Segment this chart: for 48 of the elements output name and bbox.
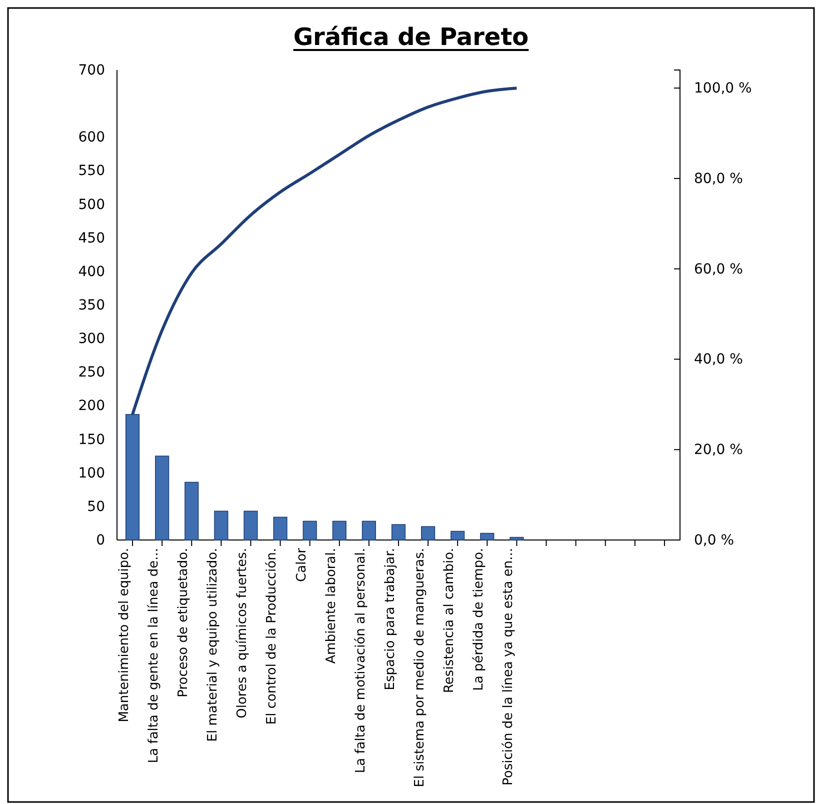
x-tick-label: Olores a químicos fuertes.	[235, 548, 250, 718]
x-tick-label: Espacio para trabajar.	[382, 548, 398, 690]
bar	[362, 520, 376, 540]
bar	[421, 526, 436, 540]
y-tick-label: 500	[78, 196, 105, 213]
x-tick-label: Mantenimiento del equipo.	[116, 548, 132, 722]
bar	[332, 520, 346, 540]
y2-tick-label: 20,0 %	[694, 442, 743, 458]
x-tick-label: Posición de la línea ya que esta en...	[501, 548, 516, 786]
y-tick-label: 100	[78, 465, 105, 482]
x-tick-label: El sistema por medio de mangueras.	[412, 548, 428, 788]
y-tick-label: 400	[78, 264, 105, 280]
y-tick-label: 50	[87, 498, 105, 515]
x-tick-label: La falta de motivación al personal.	[353, 548, 368, 774]
bar	[450, 530, 465, 540]
y-tick-label: 350	[78, 297, 105, 314]
x-tick-label: Calor	[294, 547, 310, 582]
x-tick-label: El control de la Producción.	[264, 548, 280, 725]
chart-title: Gráfica de Pareto	[293, 23, 529, 51]
bar	[214, 510, 228, 540]
x-tick-label: Ambiente laboral.	[324, 548, 339, 664]
x-tick-label: La pérdida de tiempo.	[472, 548, 487, 691]
y-tick-label: 200	[78, 398, 105, 414]
x-tick-label: Proceso de etiquetado.	[176, 548, 192, 698]
x-tick-label: La falta de gente en la línea de...	[146, 548, 162, 764]
x-tick-label: El material y equipo utilizado.	[206, 548, 221, 742]
bar	[302, 520, 317, 540]
y-tick-label: 550	[78, 163, 105, 180]
bar	[480, 532, 494, 540]
y-tick-label: 700	[78, 62, 105, 78]
y2-tick-label: 0,0 %	[694, 532, 734, 548]
y-tick-label: 250	[78, 364, 105, 381]
y-tick-label: 0	[96, 532, 105, 548]
y-tick-label: 300	[78, 331, 105, 348]
y2-tick-label: 40,0 %	[694, 352, 743, 368]
y-tick-label: 450	[78, 230, 105, 246]
bar	[391, 524, 406, 540]
bar	[510, 536, 524, 540]
bar	[244, 510, 258, 540]
y2-tick-label: 60,0 %	[694, 261, 743, 278]
y-tick-label: 150	[78, 432, 105, 448]
bar	[155, 456, 170, 540]
bar	[184, 482, 199, 540]
x-tick-label: Resistencia al cambio.	[442, 548, 458, 694]
y2-tick-label: 80,0 %	[694, 170, 743, 187]
y2-tick-label: 100,0 %	[694, 80, 752, 97]
y-tick-label: 600	[78, 130, 105, 146]
bar	[273, 516, 288, 540]
